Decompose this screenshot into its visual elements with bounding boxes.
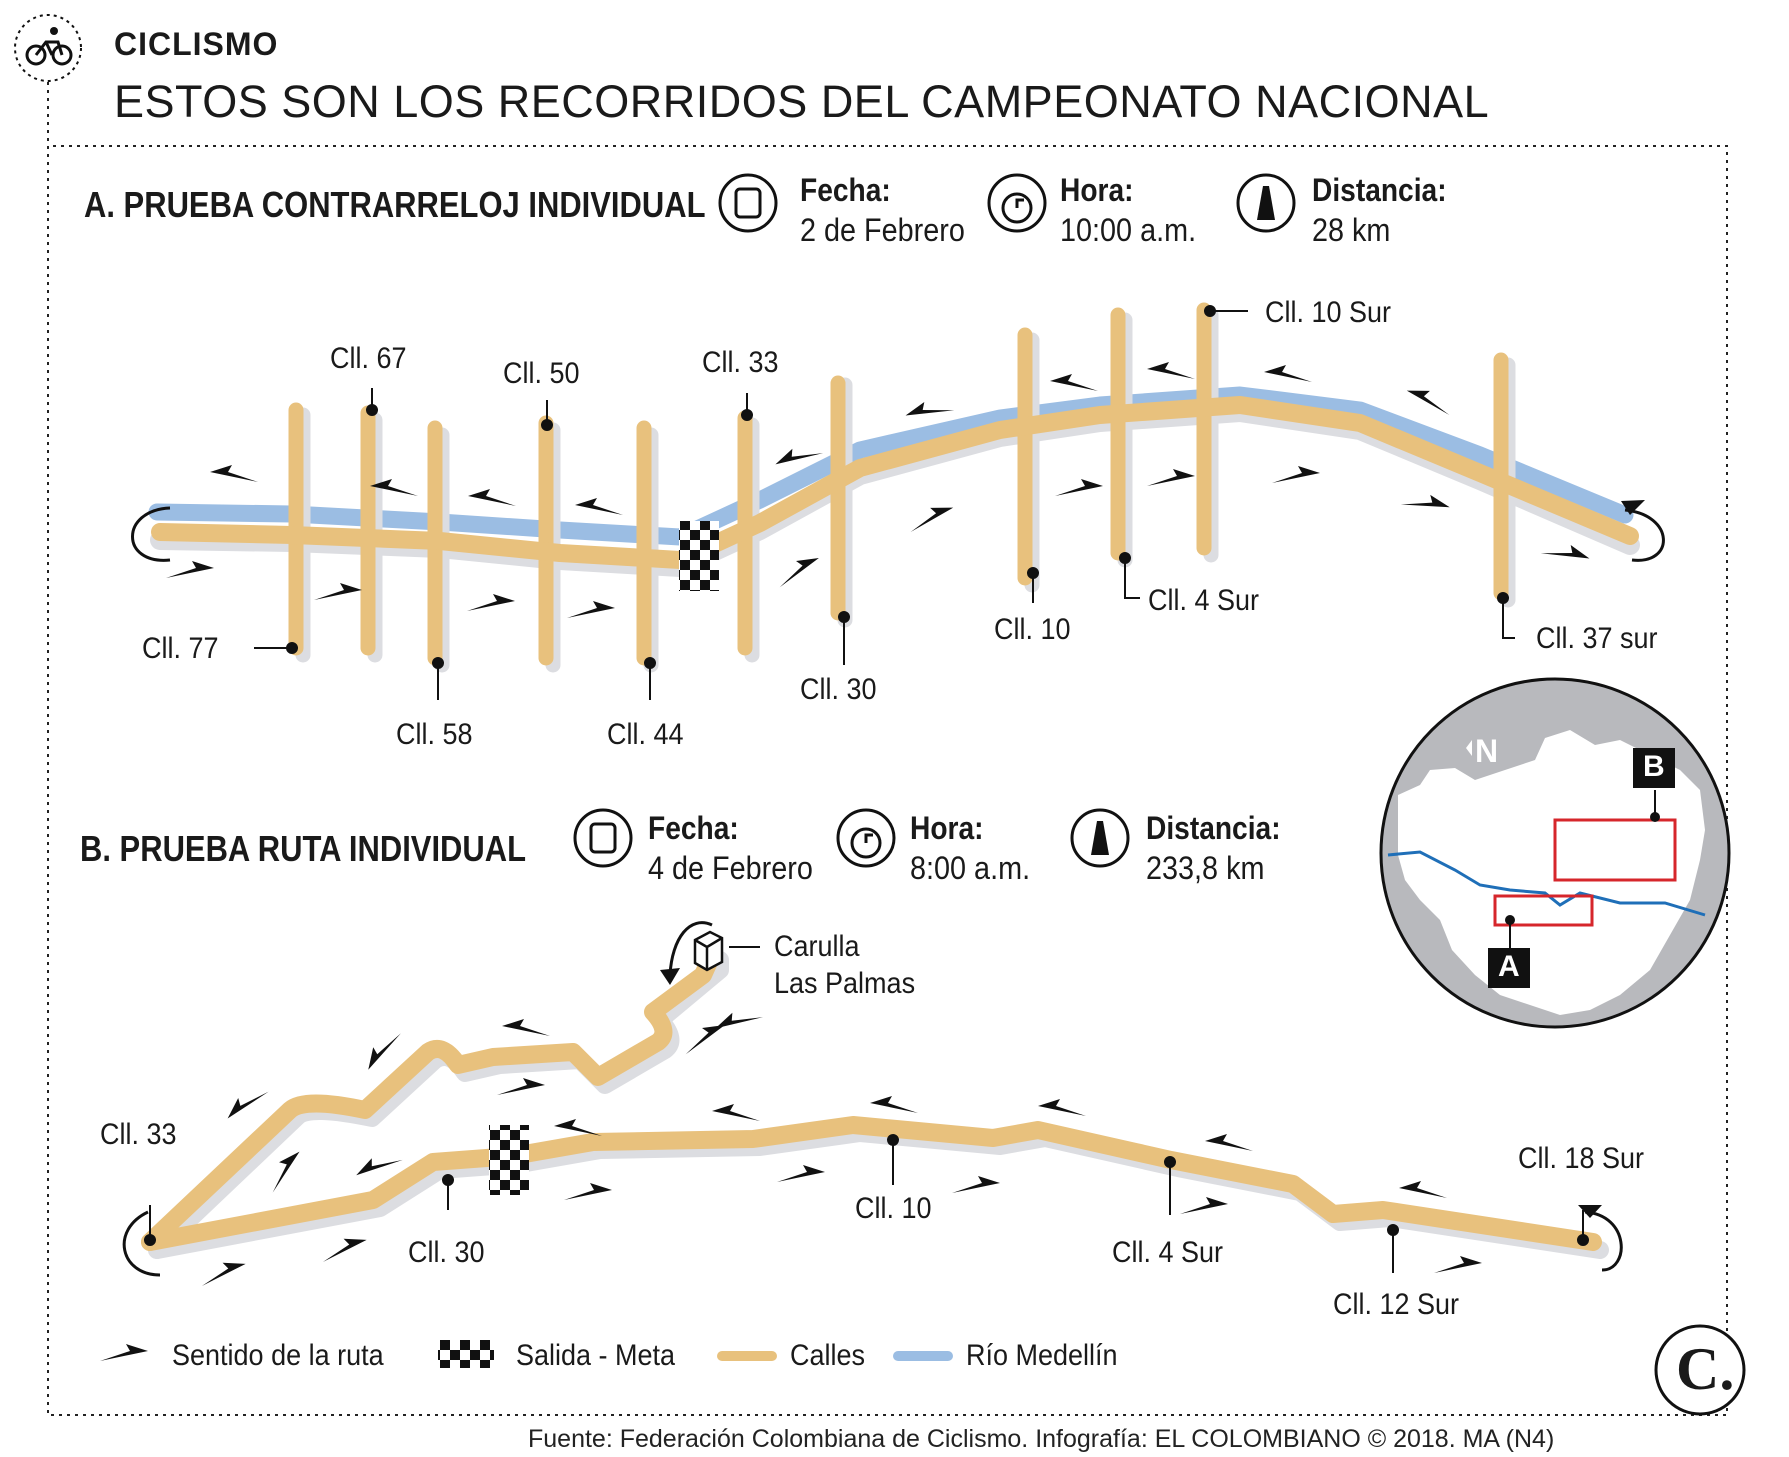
road-icon: [1070, 808, 1130, 868]
legend-streets: Calles: [790, 1339, 866, 1372]
calendar-icon: [573, 808, 633, 868]
street-label: Cll. 10 Sur: [1265, 296, 1392, 329]
checkered-flag-icon: [489, 1125, 529, 1195]
building-icon: [693, 930, 760, 972]
route-a: [131, 302, 1665, 700]
frame: [47, 82, 1728, 1416]
publisher-logo: [1654, 1324, 1746, 1416]
checkered-flag-icon: [679, 521, 719, 591]
section-a-distancia-value: 28 km: [1312, 212, 1391, 248]
street-label: Cll. 30: [800, 673, 877, 706]
section-a-hora-value: 10:00 a.m.: [1060, 212, 1197, 248]
page-title: ESTOS SON LOS RECORRIDOS DEL CAMPEONATO …: [114, 76, 1490, 127]
legend-graphics: [100, 1340, 953, 1368]
clock-icon: [836, 808, 896, 868]
map-north-label: N: [1475, 733, 1499, 769]
street-label: Cll. 10: [994, 613, 1071, 646]
map-marker-a: [1488, 948, 1530, 988]
street-label: Cll. 77: [142, 632, 219, 665]
map-label-a: A: [1498, 950, 1520, 983]
section-a-distancia-label: Distancia:: [1312, 172, 1447, 208]
publisher-logo-text: C.: [1676, 1336, 1735, 1402]
street-label: Cll. 44: [607, 718, 684, 751]
legend-river: Río Medellín: [966, 1339, 1118, 1372]
checkered-flag-icon: [438, 1340, 494, 1368]
street-label: Cll. 67: [330, 342, 407, 375]
road-icon: [1236, 173, 1296, 233]
street-label: Cll. 50: [503, 357, 580, 390]
kicker: CICLISMO: [114, 26, 279, 62]
section-b-hora-value: 8:00 a.m.: [910, 850, 1031, 886]
street-label: Cll. 18 Sur: [1518, 1142, 1645, 1175]
section-b-fecha-value: 4 de Febrero: [648, 850, 813, 886]
legend-direction: Sentido de la ruta: [172, 1339, 384, 1372]
street-label: Cll. 4 Sur: [1112, 1236, 1224, 1269]
street-label: Cll. 33: [100, 1118, 177, 1151]
landmark-label: Carulla: [774, 930, 860, 963]
section-b-distancia-label: Distancia:: [1146, 810, 1281, 846]
locator-map: [1379, 677, 1731, 1029]
calendar-icon: [718, 173, 778, 233]
direction-arrow-icon: [100, 1344, 148, 1361]
section-b-fecha-label: Fecha:: [648, 810, 739, 846]
clock-icon: [987, 173, 1047, 233]
section-a-title: A. PRUEBA CONTRARRELOJ INDIVIDUAL: [84, 184, 706, 225]
section-b-distancia-value: 233,8 km: [1146, 850, 1265, 886]
legend-start-finish: Salida - Meta: [516, 1339, 676, 1372]
street-label: Cll. 37 sur: [1536, 622, 1658, 655]
source-credit: Fuente: Federación Colombiana de Ciclism…: [528, 1425, 1555, 1453]
cyclist-icon: [14, 14, 82, 82]
section-b-hora-label: Hora:: [910, 810, 984, 846]
street-label: Cll. 58: [396, 718, 473, 751]
street-label: Cll. 33: [702, 346, 779, 379]
section-a-fecha-label: Fecha:: [800, 172, 891, 208]
map-marker-b: [1633, 748, 1675, 788]
section-a-fecha-value: 2 de Febrero: [800, 212, 965, 248]
street-label: Cll. 10: [855, 1192, 932, 1225]
street-label: Cll. 30: [408, 1236, 485, 1269]
section-a-hora-label: Hora:: [1060, 172, 1134, 208]
map-label-b: B: [1643, 750, 1665, 783]
section-b-title: B. PRUEBA RUTA INDIVIDUAL: [80, 828, 527, 869]
landmark-label: Las Palmas: [774, 967, 916, 1000]
street-label: Cll. 12 Sur: [1333, 1288, 1460, 1321]
street-label: Cll. 4 Sur: [1148, 584, 1260, 617]
route-b: [122, 921, 1623, 1286]
